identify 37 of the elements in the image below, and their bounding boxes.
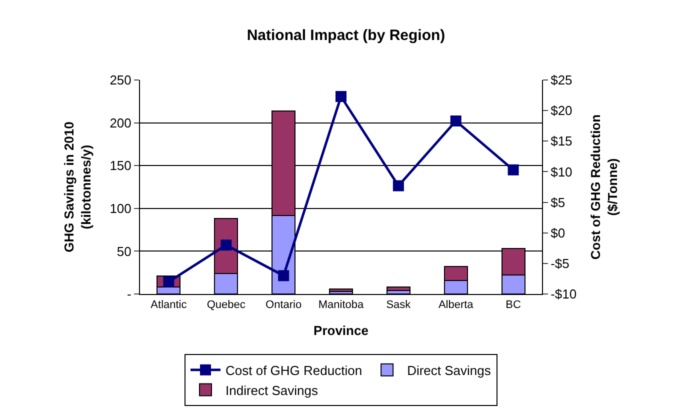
y-tick-label: 250 <box>110 72 132 88</box>
x-tick-label: BC <box>506 299 521 312</box>
point <box>450 115 462 126</box>
legend-label: Cost of GHG Reduction <box>226 362 362 378</box>
x-tick-label: Alberta <box>438 299 474 312</box>
x-tick-label: Ontario <box>266 299 302 312</box>
y2-tick-label: $25 <box>550 72 572 88</box>
y-tick-label: 150 <box>110 158 132 174</box>
chart-title: National Impact (by Region) <box>246 26 446 44</box>
y2-axis-title: Cost of GHG Reduction ($/Tonne) <box>588 114 620 260</box>
point <box>220 240 232 251</box>
y-tick-label: 200 <box>110 115 132 130</box>
y-axis-title: GHG Savings in 2010 (kilotonnes/y) <box>62 122 94 252</box>
point <box>278 270 290 282</box>
y2-tick-label: $0 <box>550 225 566 240</box>
y2-tick-label: $20 <box>550 103 572 118</box>
x-axis-title: Province <box>314 322 368 338</box>
x-tick-label: Manitoba <box>318 299 364 312</box>
y2-tick-label: $10 <box>550 164 572 180</box>
point <box>163 276 174 288</box>
legend-label: Indirect Savings <box>226 382 318 398</box>
point <box>508 164 519 176</box>
bar <box>329 288 353 292</box>
point <box>336 91 346 102</box>
y2-tick-label: $5 <box>550 194 566 210</box>
y-tick-label: 50 <box>116 244 132 259</box>
y-tick-label: - <box>127 286 132 302</box>
y2-tick-label: -$5 <box>550 256 570 271</box>
y2-tick-label: -$10 <box>550 286 577 302</box>
y2-tick-label: $15 <box>550 134 572 149</box>
x-tick-label: Atlantic <box>150 299 188 312</box>
bar <box>386 286 410 292</box>
y-tick-label: 100 <box>110 200 132 216</box>
x-tick-label: Sask <box>386 299 412 312</box>
legend-label: Direct Savings <box>407 362 492 378</box>
point <box>392 180 404 192</box>
x-tick-label: Quebec <box>206 299 246 312</box>
